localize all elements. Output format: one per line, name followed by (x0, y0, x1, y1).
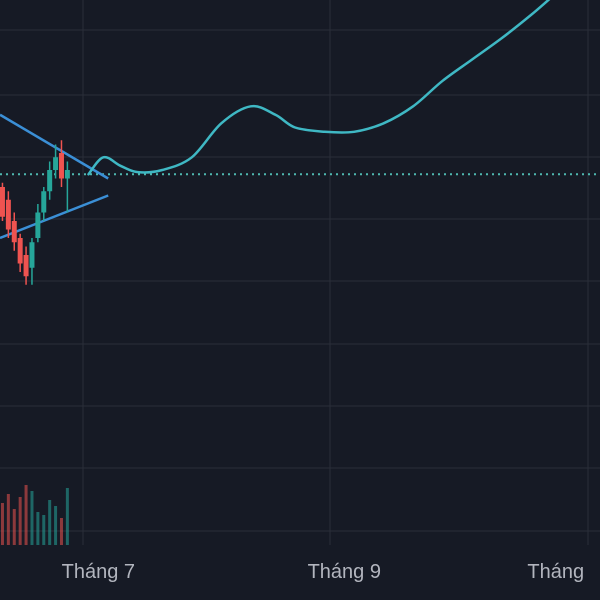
volume-bar (18, 497, 22, 545)
x-tick-label: Tháng 9 (308, 561, 381, 583)
candle-body (29, 242, 35, 268)
candle-body (23, 255, 29, 277)
projection (87, 0, 551, 176)
candle-body (53, 157, 59, 170)
volume-bar (36, 512, 40, 545)
volume-bar (54, 506, 58, 545)
x-tick-label: Tháng 7 (62, 561, 135, 583)
volume-bar (48, 500, 52, 545)
candle-body (0, 187, 5, 217)
candle-body (47, 170, 53, 192)
candle-body (11, 221, 17, 243)
volume-bar (24, 485, 28, 545)
volume-bars (0, 485, 69, 545)
candle-body (58, 153, 64, 179)
x-axis: Tháng 7 Tháng 9 Tháng (62, 561, 584, 583)
volume-bar (12, 509, 16, 545)
projection-line (87, 0, 551, 176)
trendline (0, 113, 109, 180)
candle-body (35, 212, 41, 238)
trendlines (0, 113, 109, 240)
trendline (0, 194, 109, 240)
candle-body (17, 238, 23, 264)
x-tick-label: Tháng (527, 561, 584, 583)
candle-body (64, 170, 70, 179)
volume-bar (6, 494, 10, 545)
volume-bar (59, 518, 63, 545)
volume-bar (0, 503, 4, 545)
price-levels (0, 173, 600, 176)
volume-bar (42, 515, 46, 545)
volume-bar (30, 491, 34, 545)
candle-body (5, 199, 11, 230)
volume-bar (65, 488, 69, 545)
grid (0, 0, 600, 545)
candles (0, 140, 70, 285)
candle-body (41, 191, 47, 213)
